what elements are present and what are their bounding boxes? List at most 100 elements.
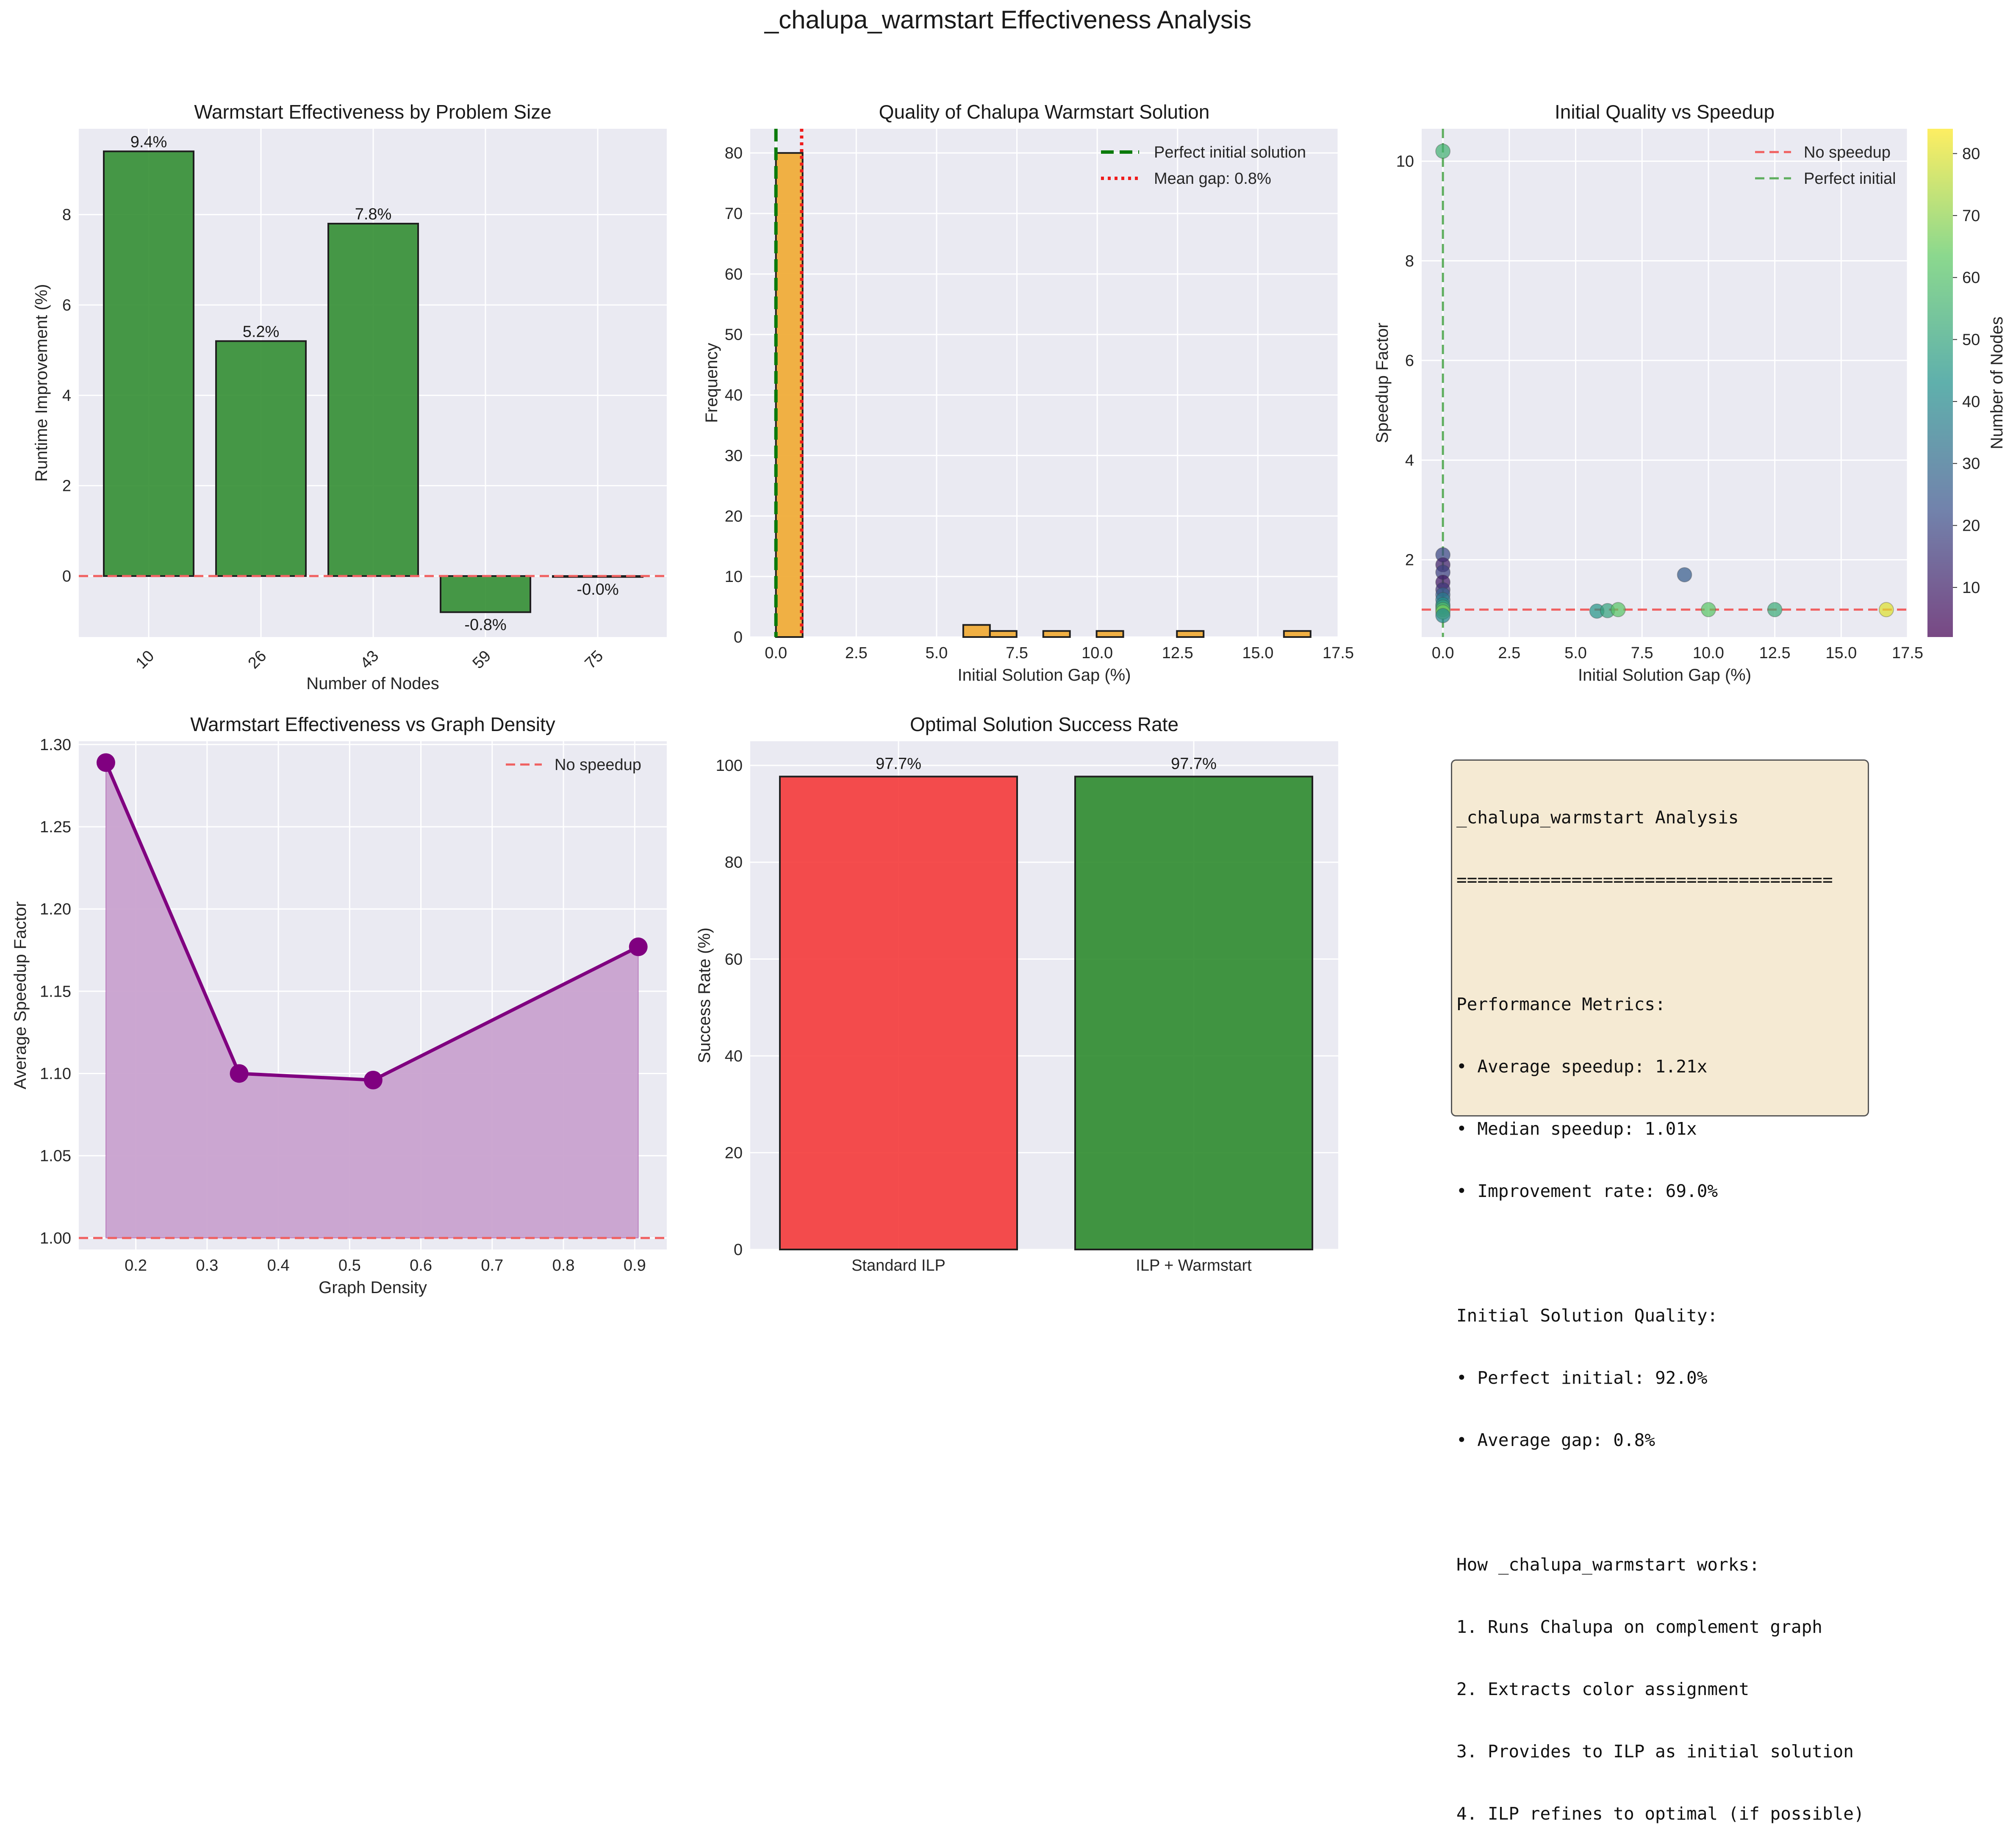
y-tick-label: 1.05 <box>40 1147 71 1165</box>
y-tick-label: 60 <box>725 266 743 283</box>
plot-area <box>1422 129 1908 637</box>
data-point <box>629 937 648 956</box>
colorbar-tick-label: 20 <box>1962 517 1980 535</box>
x-tick-label: 5.0 <box>925 644 948 662</box>
y-tick-label: 1.30 <box>40 736 71 754</box>
y-tick-label: 60 <box>725 950 743 968</box>
y-tick-label: 80 <box>725 854 743 872</box>
x-axis-label: Graph Density <box>319 1278 427 1297</box>
scatter-point <box>1435 608 1451 623</box>
x-tick-label: 43 <box>357 647 383 673</box>
scatter-point <box>1610 602 1626 618</box>
colorbar-label: Number of Nodes <box>1988 316 2006 449</box>
x-tick-label: 7.5 <box>1006 644 1028 662</box>
x-tick-label: 17.5 <box>1892 644 1923 662</box>
y-tick-label: 1.20 <box>40 900 71 918</box>
y-tick-label: 4 <box>1405 452 1414 469</box>
x-axis-label: Number of Nodes <box>306 674 439 693</box>
summary-line: • Improvement rate: 69.0% <box>1456 1181 1718 1201</box>
y-axis-label: Speedup Factor <box>1373 323 1392 443</box>
histogram-bar <box>1176 630 1205 638</box>
bar-value-label: 97.7% <box>876 755 921 773</box>
colorbar-tick-label: 30 <box>1962 455 1980 473</box>
histogram-bar <box>989 630 1018 638</box>
legend-label: Mean gap: 0.8% <box>1154 170 1271 188</box>
y-axis-label: Success Rate (%) <box>695 928 714 1063</box>
y-tick-label: 10 <box>725 568 743 586</box>
x-tick-label: 17.5 <box>1323 644 1354 662</box>
x-tick-label: 0.4 <box>267 1257 290 1274</box>
colorbar <box>1927 129 1953 637</box>
y-tick-label: 1.00 <box>40 1230 71 1247</box>
x-tick-label: 0.9 <box>624 1257 646 1274</box>
x-tick-label: 12.5 <box>1162 644 1193 662</box>
summary-line: • Average gap: 0.8% <box>1456 1430 1655 1450</box>
x-tick-label: 15.0 <box>1242 644 1273 662</box>
histogram-bar <box>1283 630 1312 638</box>
summary-line <box>1456 1492 1868 1513</box>
x-tick-label: 10.0 <box>1693 644 1724 662</box>
x-tick-label: 0.8 <box>552 1257 575 1274</box>
y-tick-label: 8 <box>1405 252 1414 270</box>
summary-line: 4. ILP refines to optimal (if possible) <box>1456 1803 1864 1824</box>
histogram-bar <box>962 624 991 638</box>
histogram-bar <box>775 152 804 638</box>
y-tick-label: 40 <box>725 387 743 404</box>
x-axis-label: Initial Solution Gap (%) <box>1578 666 1751 684</box>
x-tick-label: 0.7 <box>481 1257 503 1274</box>
x-tick-label: 0.6 <box>410 1257 432 1274</box>
x-tick-label: 0.3 <box>196 1257 218 1274</box>
figure-canvas: Warmstart Effectiveness by Problem Size 9… <box>11 101 2006 1297</box>
scatter-point <box>1435 143 1451 159</box>
x-tick-label: ILP + Warmstart <box>1136 1257 1252 1274</box>
data-point <box>96 753 115 772</box>
bar <box>440 575 531 613</box>
y-tick-label: 1.15 <box>40 983 71 1000</box>
x-tick-label: 0.2 <box>125 1257 147 1274</box>
x-tick-label: 75 <box>582 647 607 673</box>
y-tick-label: 4 <box>62 387 71 404</box>
y-tick-label: 40 <box>725 1047 743 1065</box>
bar <box>779 776 1018 1250</box>
x-tick-label: 10 <box>133 647 158 673</box>
x-tick-label: 2.5 <box>845 644 868 662</box>
bar-value-label: 9.4% <box>130 133 167 151</box>
y-tick-label: 100 <box>716 757 743 775</box>
colorbar-tick-label: 60 <box>1962 269 1980 287</box>
x-tick-label: 12.5 <box>1759 644 1791 662</box>
bar <box>327 223 419 577</box>
y-tick-label: 50 <box>725 326 743 344</box>
x-tick-label: 15.0 <box>1825 644 1857 662</box>
y-tick-label: 6 <box>1405 352 1414 370</box>
y-tick-label: 1.10 <box>40 1065 71 1083</box>
summary-textbox: _chalupa_warmstart Analysis ============… <box>1451 759 1869 1824</box>
x-tick-label: 0.5 <box>338 1257 361 1274</box>
y-tick-label: 6 <box>62 296 71 314</box>
y-tick-label: 8 <box>62 206 71 224</box>
summary-line <box>1456 932 1868 953</box>
scatter-point <box>1677 567 1692 582</box>
chart-title: Optimal Solution Success Rate <box>910 713 1179 735</box>
chart-title: Warmstart Effectiveness by Problem Size <box>194 101 552 123</box>
y-axis-label: Average Speedup Factor <box>11 901 30 1089</box>
x-tick-label: 7.5 <box>1631 644 1653 662</box>
x-tick-label: 0.0 <box>765 644 787 662</box>
x-tick-label: 0.0 <box>1432 644 1454 662</box>
x-tick-label: 59 <box>469 647 495 673</box>
x-tick-label: 26 <box>245 647 270 673</box>
bar <box>103 150 194 577</box>
summary-line: 1. Runs Chalupa on complement graph <box>1456 1617 1822 1637</box>
colorbar-tick-label: 10 <box>1962 579 1980 597</box>
y-tick-label: 20 <box>725 507 743 525</box>
histogram-bar <box>1095 630 1124 638</box>
y-tick-label: 30 <box>725 447 743 465</box>
colorbar-tick-label: 80 <box>1962 145 1980 163</box>
y-tick-label: 2 <box>1405 551 1414 569</box>
series-line <box>104 762 639 1082</box>
summary-line: Initial Solution Quality: <box>1456 1305 1718 1326</box>
y-axis-label: Runtime Improvement (%) <box>32 284 51 482</box>
legend-label: No speedup <box>1804 144 1891 161</box>
summary-line: Performance Metrics: <box>1456 994 1666 1014</box>
y-tick-label: 20 <box>725 1144 743 1162</box>
summary-line: 2. Extracts color assignment <box>1456 1679 1750 1699</box>
